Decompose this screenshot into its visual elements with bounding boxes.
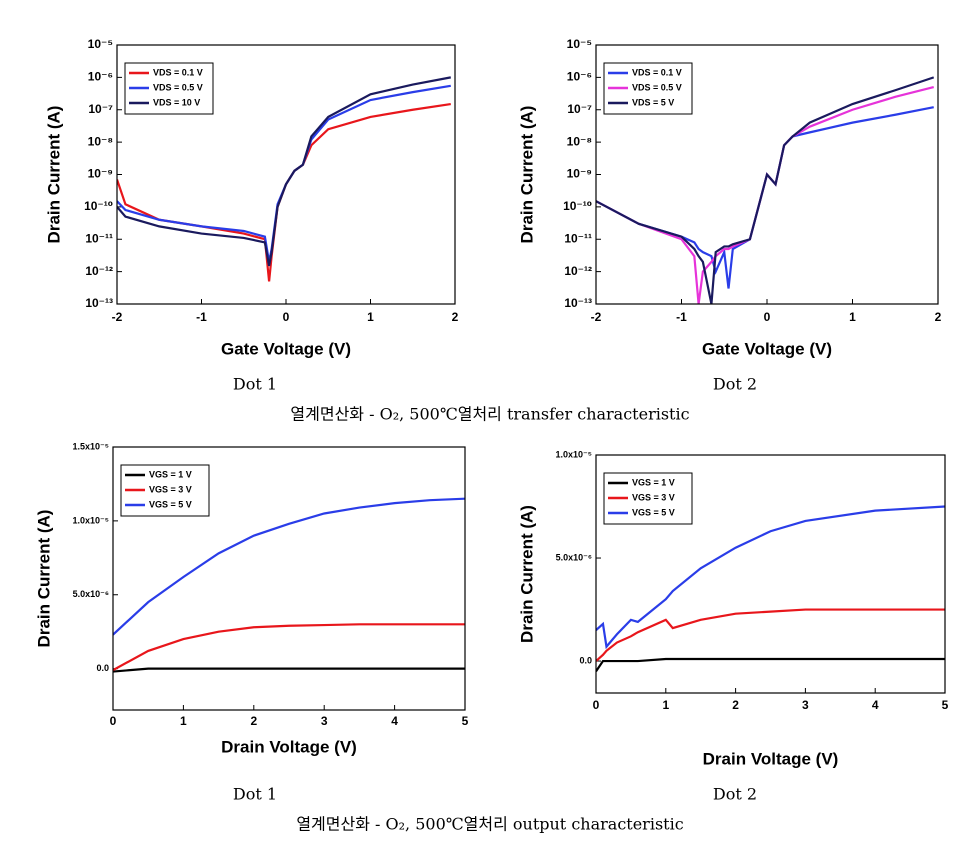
- x-tick-label: 4: [872, 698, 879, 712]
- y-tick-label: 1.5x10⁻⁵: [72, 441, 109, 451]
- legend-label: VGS = 1 V: [632, 477, 675, 487]
- y-tick-label: 10⁻¹³: [564, 296, 592, 310]
- legend-label: VGS = 3 V: [632, 492, 675, 502]
- x-tick-label: 2: [935, 310, 942, 324]
- series-line: [113, 623, 465, 672]
- caption: 열계면산화 - O₂, 500℃열처리 output characteristi…: [296, 815, 683, 834]
- y-tick-label: 10⁻¹¹: [564, 231, 592, 245]
- legend-label: VGS = 5 V: [632, 507, 675, 517]
- y-tick-label: 10⁻⁵: [88, 37, 113, 51]
- y-tick-label: 0.0: [579, 655, 592, 665]
- y-axis-title: Drain Current (A): [517, 106, 536, 244]
- y-tick-label: 10⁻⁷: [567, 102, 592, 116]
- y-tick-label: 0.0: [96, 663, 109, 673]
- x-tick-label: 5: [942, 698, 949, 712]
- y-tick-label: 1.0x10⁻⁵: [555, 449, 592, 459]
- legend-box: [603, 62, 693, 115]
- y-tick-label: 10⁻⁵: [567, 37, 592, 51]
- x-tick-label: 2: [250, 714, 257, 728]
- x-tick-label: 1: [662, 698, 669, 712]
- x-axis-title: Drain Voltage (V): [703, 749, 839, 768]
- x-axis-title: Drain Voltage (V): [221, 737, 357, 756]
- y-axis-title: Drain Current (A): [34, 510, 53, 648]
- series-line: [596, 86, 935, 304]
- caption: Dot 1: [233, 785, 277, 804]
- legend-label: VGS = 3 V: [149, 484, 192, 494]
- plot-frame: [112, 446, 466, 711]
- caption: 열계면산화 - O₂, 500℃열처리 transfer characteris…: [290, 405, 689, 424]
- plot-frame: [116, 44, 456, 305]
- series-line: [596, 106, 934, 289]
- x-tick-label: 2: [452, 310, 459, 324]
- x-tick-label: 1: [367, 310, 374, 324]
- legend-label: VDS = 0.1 V: [632, 67, 682, 77]
- y-tick-label: 10⁻⁹: [567, 167, 592, 181]
- y-tick-label: 10⁻¹⁰: [563, 199, 592, 213]
- x-tick-label: 1: [849, 310, 856, 324]
- series-line: [596, 76, 935, 304]
- x-axis-title: Gate Voltage (V): [702, 339, 832, 358]
- legend-label: VDS = 0.5 V: [153, 82, 203, 92]
- series-line: [596, 657, 945, 672]
- series-line: [596, 505, 945, 650]
- x-tick-label: 0: [110, 714, 117, 728]
- x-tick-label: 3: [321, 714, 328, 728]
- series-line: [113, 667, 465, 673]
- caption: Dot 2: [713, 375, 757, 394]
- x-tick-label: 1: [180, 714, 187, 728]
- plot-frame: [595, 44, 939, 305]
- y-tick-label: 5.0x10⁻⁶: [556, 552, 592, 562]
- x-tick-label: 3: [802, 698, 809, 712]
- caption: Dot 2: [713, 785, 757, 804]
- y-tick-label: 10⁻⁹: [88, 167, 113, 181]
- y-axis-title: Drain Current (A): [517, 505, 536, 643]
- y-tick-label: 10⁻⁶: [88, 70, 113, 84]
- series-line: [113, 497, 465, 636]
- y-tick-label: 10⁻¹²: [564, 264, 592, 278]
- x-tick-label: -2: [591, 310, 602, 324]
- y-axis-title: Drain Current (A): [44, 106, 63, 244]
- x-tick-label: 4: [391, 714, 398, 728]
- series-line: [117, 76, 451, 267]
- y-tick-label: 10⁻¹²: [85, 264, 113, 278]
- y-tick-label: 10⁻⁶: [567, 70, 592, 84]
- plot-frame: [595, 454, 946, 694]
- x-tick-label: 0: [593, 698, 600, 712]
- x-tick-label: 2: [732, 698, 739, 712]
- legend-label: VDS = 5 V: [632, 97, 674, 107]
- y-tick-label: 10⁻¹¹: [85, 231, 113, 245]
- y-tick-label: 10⁻¹⁰: [84, 199, 113, 213]
- legend-label: VDS = 0.1 V: [153, 67, 203, 77]
- caption: Dot 1: [233, 375, 277, 394]
- y-tick-label: 10⁻⁷: [88, 102, 113, 116]
- y-tick-label: 1.0x10⁻⁵: [72, 515, 109, 525]
- legend-label: VDS = 0.5 V: [632, 82, 682, 92]
- legend-label: VGS = 5 V: [149, 499, 192, 509]
- y-tick-label: 5.0x10⁻⁶: [73, 589, 109, 599]
- x-tick-label: -2: [112, 310, 123, 324]
- legend-label: VDS = 10 V: [153, 97, 200, 107]
- series-line: [596, 608, 945, 662]
- x-tick-label: -1: [196, 310, 207, 324]
- x-tick-label: 0: [283, 310, 290, 324]
- x-tick-label: 5: [462, 714, 469, 728]
- x-tick-label: 0: [764, 310, 771, 324]
- legend-label: VGS = 1 V: [149, 469, 192, 479]
- x-axis-title: Gate Voltage (V): [221, 339, 351, 358]
- y-tick-label: 10⁻¹³: [85, 296, 113, 310]
- x-tick-label: -1: [676, 310, 687, 324]
- y-tick-label: 10⁻⁸: [88, 134, 113, 148]
- y-tick-label: 10⁻⁸: [567, 134, 592, 148]
